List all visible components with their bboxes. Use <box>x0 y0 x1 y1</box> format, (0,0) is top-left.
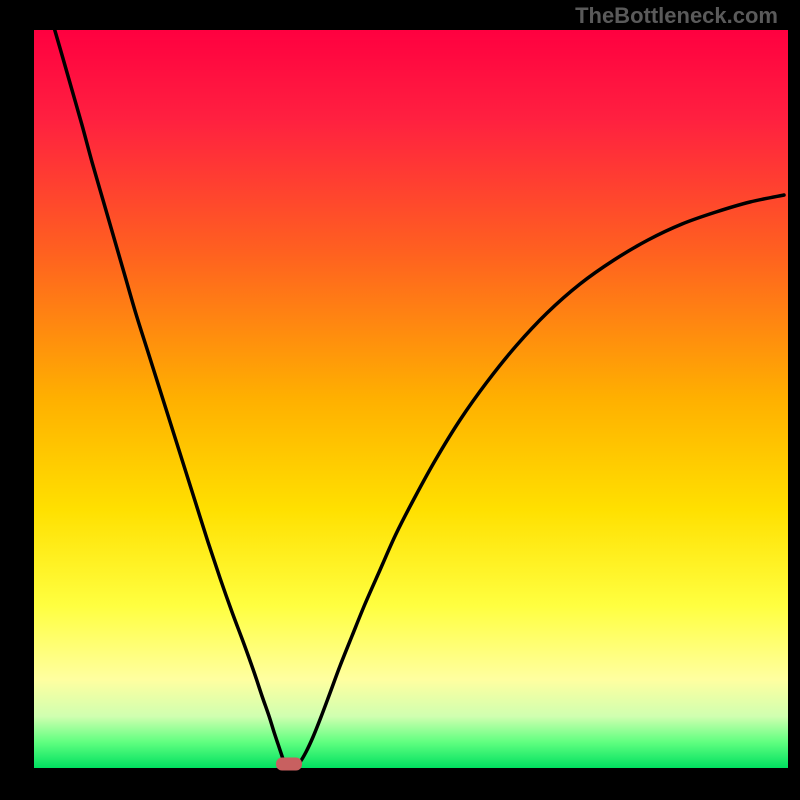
bottleneck-chart: TheBottleneck.com <box>0 0 800 800</box>
chart-svg <box>0 0 800 800</box>
chart-background <box>34 30 788 768</box>
watermark-text: TheBottleneck.com <box>575 3 778 29</box>
optimum-marker <box>276 758 302 771</box>
